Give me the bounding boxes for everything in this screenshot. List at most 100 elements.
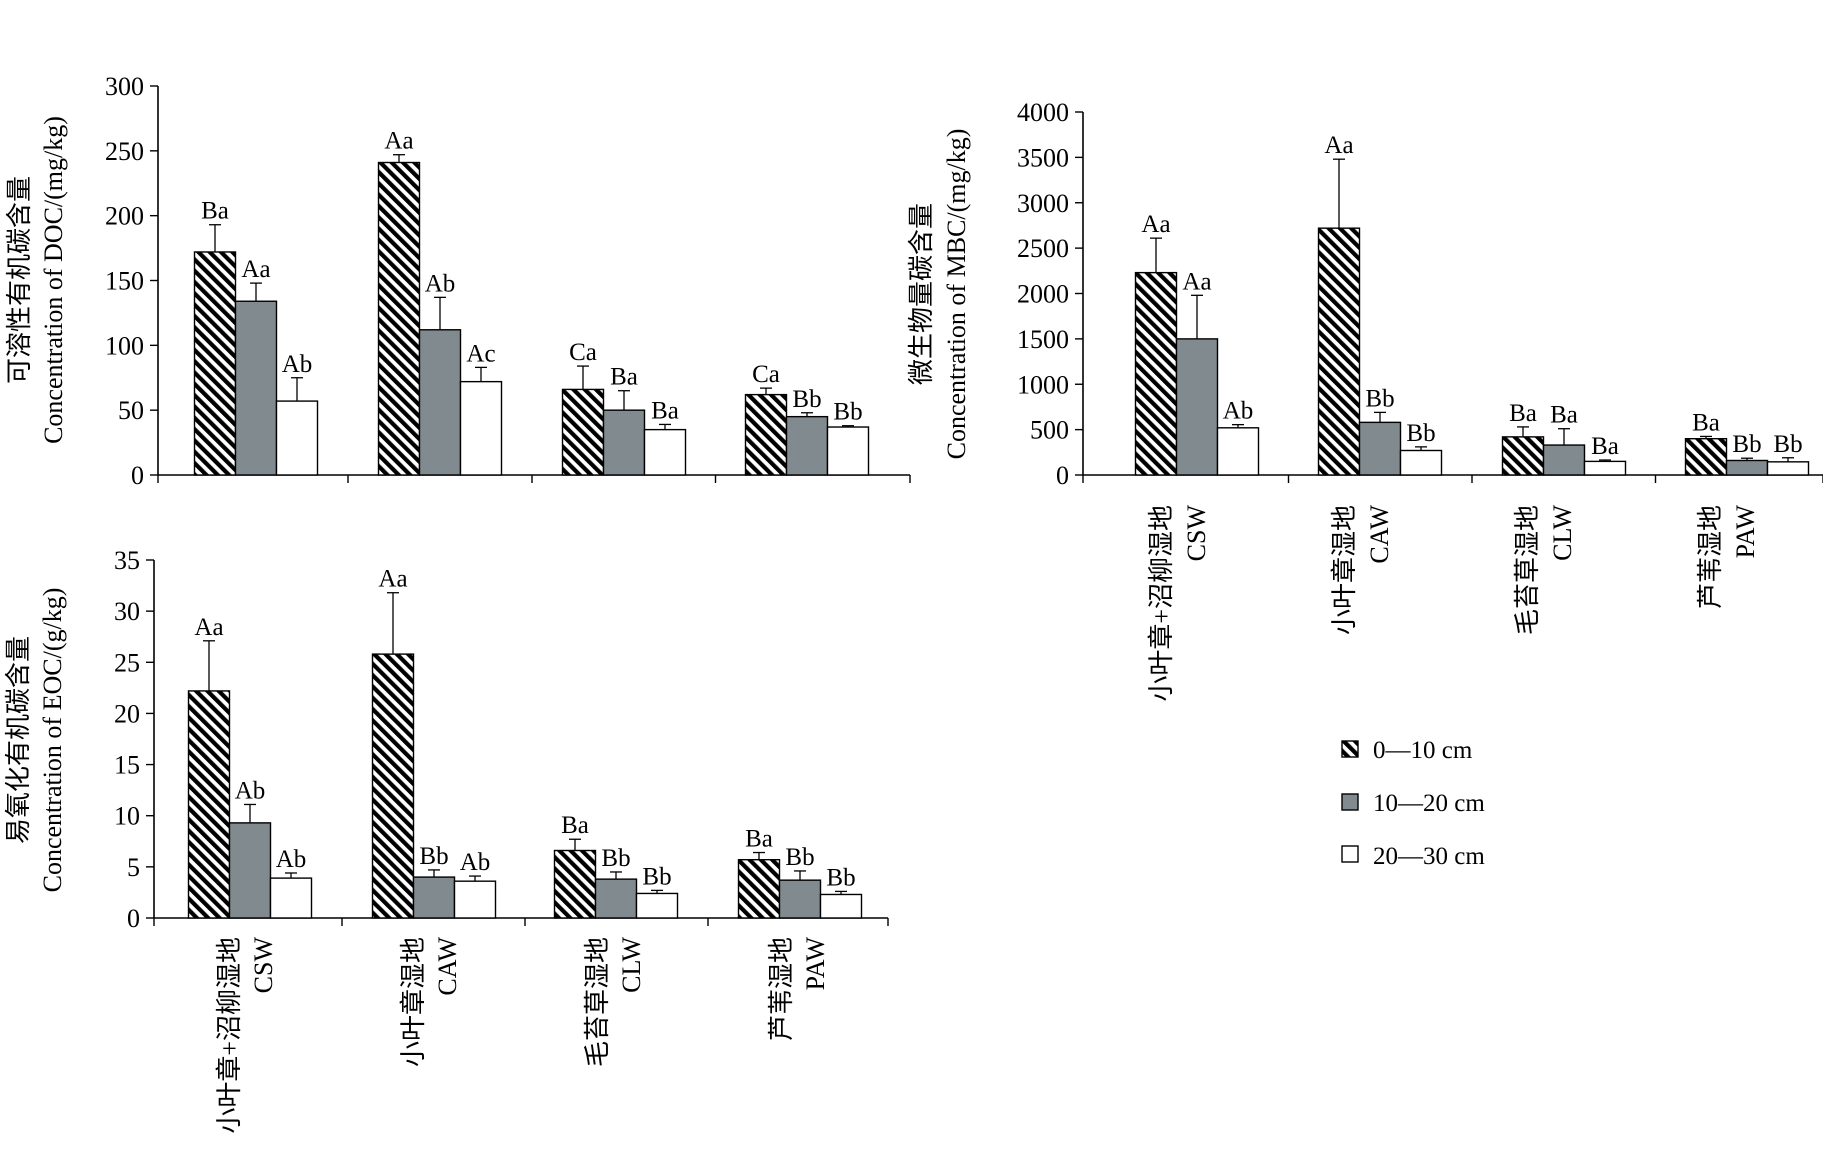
category-label-en: PAW [801,937,830,991]
significance-label: Aa [1182,268,1211,295]
significance-label: Ab [282,351,313,378]
y-tick-label: 25 [114,648,140,677]
significance-label: Aa [241,256,270,283]
legend-swatch-gray [1341,793,1359,811]
bar [602,409,646,476]
legend-swatch-white [1341,845,1359,863]
bar [1542,444,1586,476]
y-tick-label: 500 [1030,416,1069,445]
significance-label: Ab [460,849,491,876]
y-tick-label: 0 [127,904,140,933]
category-label-en: CSW [1182,505,1211,562]
significance-label: Ba [651,397,679,424]
bar [778,879,822,919]
legend-item-10-20cm: 10—20 cm [1341,790,1485,817]
y-tick-label: 30 [114,597,140,626]
significance-label: Ab [276,846,307,873]
y-tick-label: 2000 [1017,280,1069,309]
y-tick-label: 150 [105,267,144,296]
legend-item-20-30cm: 20—30 cm [1341,843,1485,870]
y-axis-title-en: Concentration of EOC/(g/kg) [38,588,67,893]
significance-label: Ca [569,339,597,366]
bar [1216,427,1260,476]
bar [1725,459,1769,476]
bar [1175,338,1219,476]
category-label-cn: 小叶章+沼柳湿地 [1147,505,1176,702]
y-tick-label: 15 [114,751,140,780]
bar [553,849,597,919]
significance-label: Bb [833,399,862,426]
significance-label: Ba [201,198,229,225]
y-tick-label: 0 [1056,461,1069,490]
legend-label-10-20cm: 10—20 cm [1373,790,1485,817]
significance-label: Aa [1324,132,1353,159]
bar [785,415,829,476]
significance-label: Ca [752,361,780,388]
chart-mbc: 0 500 1000 1500 2000 2500 3000 3500 4000 Aa Aa Ab 小叶… [907,98,1823,702]
y-tick-label: 50 [118,396,144,425]
chart-doc: 0 50 100 150 200 250 300 Ba Aa Ab Aa Ab Ac Ca Ba Ba Ca Bb… [5,72,911,490]
y-tick-label: 300 [105,72,144,101]
bar [371,653,415,919]
category-label-cn: 小叶章湿地 [399,937,428,1067]
y-axis-title-cn: 可溶性有机碳含量 [5,176,34,384]
significance-label: Ac [466,340,495,367]
bar [1684,438,1728,476]
category-label-cn: 芦苇湿地 [1696,505,1725,609]
significance-label: Bb [1406,420,1435,447]
y-axis-title-cn: 易氧化有机碳含量 [4,636,33,844]
category-label-cn: 毛苔草湿地 [583,937,612,1067]
significance-label: Bb [601,845,630,872]
y-tick-label: 100 [105,331,144,360]
bar [269,877,313,919]
bar [459,380,503,476]
significance-label: Bb [419,843,448,870]
bar [187,690,231,919]
significance-label: Ab [1223,398,1254,425]
category-label-en: CAW [433,937,462,996]
category-label-cn: 芦苇湿地 [767,937,796,1041]
significance-label: Ba [745,826,773,853]
category-label-en: CLW [617,937,646,993]
significance-label: Bb [1732,431,1761,458]
y-tick-label: 20 [114,699,140,728]
bar [418,329,462,476]
significance-label: Aa [384,128,413,155]
bar [1317,227,1361,476]
significance-label: Ba [1692,409,1720,436]
bar [737,858,781,919]
y-tick-label: 3500 [1017,143,1069,172]
significance-label: Bb [642,863,671,890]
significance-label: Ba [1509,400,1537,427]
y-tick-label: 200 [105,202,144,231]
legend-label-20-30cm: 20—30 cm [1373,843,1485,870]
y-tick-label: 4000 [1017,98,1069,127]
bar [744,393,788,476]
legend: 0—10 cm 10—20 cm 20—30 cm [1341,737,1485,870]
significance-label: Aa [194,614,223,641]
chart-eoc: 0 5 10 15 20 25 30 35 Aa Ab Ab 小叶章+沼柳湿地 CSW Aa Bb Ab 小叶章… [4,546,889,1134]
bar [1583,460,1627,476]
significance-label: Bb [1773,431,1802,458]
category-label-cn: 毛苔草湿地 [1513,505,1542,635]
category-label-en: CAW [1365,505,1394,564]
legend-label-0-10cm: 0—10 cm [1373,737,1473,764]
y-tick-label: 1000 [1017,370,1069,399]
significance-label: Bb [792,386,821,413]
category-label-cn: 小叶章湿地 [1330,505,1359,635]
significance-label: Ba [1550,402,1578,429]
significance-label: Bb [1365,385,1394,412]
significance-label: Ab [425,270,456,297]
bar [561,388,605,476]
y-axis-title-en: Concentration of DOC/(mg/kg) [39,116,68,444]
bar [193,251,237,476]
legend-item-0-10cm: 0—10 cm [1341,737,1473,764]
bar [819,893,863,919]
bar [453,880,497,919]
significance-label: Ba [561,812,589,839]
bar [412,876,456,919]
category-label-en: CSW [249,937,278,994]
significance-label: Aa [378,566,407,593]
y-tick-label: 10 [114,802,140,831]
